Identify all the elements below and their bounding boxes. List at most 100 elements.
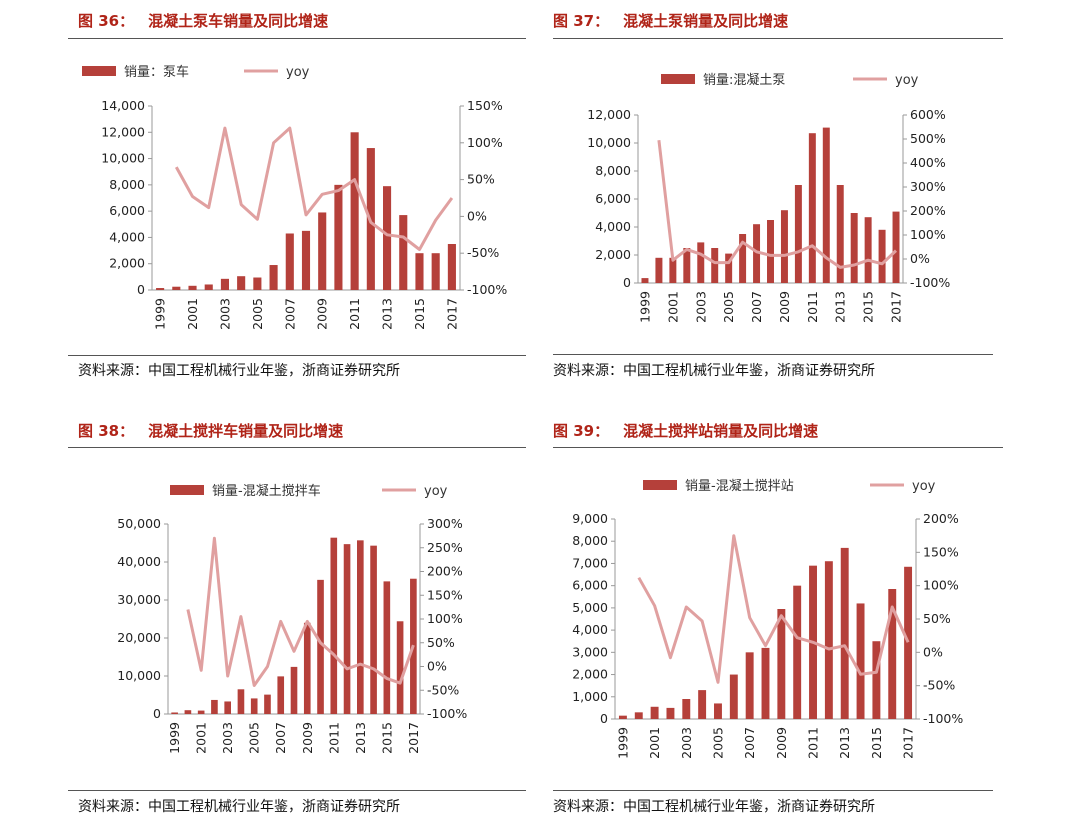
x-tick-label: 2015	[861, 291, 876, 323]
bar	[431, 253, 440, 290]
right-tick-label: -100%	[467, 282, 507, 297]
left-tick-label: 8,000	[572, 533, 608, 548]
x-tick-label: 2005	[247, 722, 262, 754]
bar	[878, 229, 886, 283]
bar	[396, 621, 404, 714]
bar	[698, 690, 707, 719]
x-tick-label: 2017	[406, 722, 421, 754]
bar	[290, 666, 298, 714]
figure-number: 图 37：	[553, 12, 610, 30]
source-note: 资料来源：中国工程机械行业年鉴，浙商证券研究所	[78, 363, 400, 379]
left-tick-label: 6,000	[109, 203, 145, 218]
bar	[745, 652, 754, 719]
bar	[682, 699, 691, 719]
x-tick-label: 2015	[412, 298, 427, 330]
x-tick-label: 2013	[380, 298, 395, 330]
bar	[269, 265, 278, 290]
x-tick-label: 2001	[647, 727, 662, 759]
right-tick-label: 50%	[427, 635, 455, 650]
x-tick-label: 2013	[353, 722, 368, 754]
bar	[237, 689, 245, 714]
right-tick-label: 0%	[923, 644, 943, 659]
yoy-line	[637, 534, 910, 684]
left-tick-label: 30,000	[117, 592, 161, 607]
right-tick-label: 100%	[910, 227, 946, 242]
x-tick-label: 2009	[774, 727, 789, 759]
bar	[711, 248, 719, 283]
bar	[669, 257, 677, 283]
bar	[892, 211, 900, 283]
bar	[793, 585, 802, 719]
bar	[303, 622, 311, 714]
bar	[634, 712, 643, 719]
right-tick-label: -50%	[467, 245, 499, 260]
x-tick-label: 2001	[665, 291, 680, 323]
x-tick-label: 1999	[637, 291, 652, 323]
legend-bar-label: 销量-混凝土搅拌车	[212, 483, 321, 499]
right-tick-label: 100%	[467, 135, 503, 150]
bar	[904, 566, 913, 719]
bar	[872, 641, 881, 719]
x-tick-label: 2001	[194, 722, 209, 754]
left-tick-label: 5,000	[572, 600, 608, 615]
bar	[650, 706, 659, 719]
right-tick-label: 150%	[427, 587, 463, 602]
chart-fig36: 销量：泵车 yoy 0 2,000 4,000 6,000 8,000 10,000 12,00…	[82, 64, 507, 330]
bar	[330, 537, 338, 714]
x-tick-label: 1999	[167, 722, 182, 754]
yoy-line	[186, 536, 415, 687]
right-tick-label: 500%	[910, 131, 946, 146]
yoy-line	[174, 126, 454, 251]
left-tick-label: 2,000	[595, 247, 631, 262]
bar	[156, 288, 165, 290]
right-tick-label: 50%	[467, 172, 495, 187]
left-tick-label: 8,000	[109, 177, 145, 192]
left-tick-label: 6,000	[572, 578, 608, 593]
bar	[739, 234, 747, 283]
left-tick-label: 40,000	[117, 554, 161, 569]
left-tick-label: 8,000	[595, 163, 631, 178]
source-note: 资料来源：中国工程机械行业年鉴，浙商证券研究所	[78, 799, 400, 815]
right-tick-label: 0%	[910, 251, 930, 266]
bar	[301, 230, 311, 290]
bar	[888, 589, 897, 719]
bar	[350, 132, 359, 290]
x-tick-label: 2017	[889, 291, 904, 323]
left-tick-label: 0	[600, 711, 608, 726]
bar	[641, 278, 649, 283]
right-tick-label: 250%	[427, 540, 463, 555]
right-tick-label: -100%	[910, 275, 950, 290]
left-tick-label: 14,000	[101, 98, 145, 113]
figure-title: 图 39： 混凝土搅拌站销量及同比增速	[553, 420, 818, 441]
x-tick-label: 2015	[379, 722, 394, 754]
x-tick-label: 2015	[869, 727, 884, 759]
bar	[714, 703, 722, 719]
legend-bar-label: 销量:混凝土泵	[703, 72, 785, 88]
yoy-line	[657, 140, 898, 269]
right-tick-label: 100%	[923, 578, 959, 593]
left-tick-label: 4,000	[572, 622, 608, 637]
legend-bar-label: 销量-混凝土搅拌站	[685, 478, 794, 494]
bar	[725, 253, 733, 283]
left-tick-label: 0	[623, 275, 631, 290]
x-tick-label: 2007	[742, 727, 757, 759]
bar	[264, 694, 271, 714]
bar	[666, 707, 675, 719]
figure-title: 图 36： 混凝土泵车销量及同比增速	[78, 10, 328, 31]
left-tick-label: 4,000	[595, 219, 631, 234]
divider	[68, 38, 526, 39]
bar	[211, 699, 218, 714]
bar	[317, 579, 324, 714]
bar	[683, 248, 691, 283]
legend-line-label: yoy	[895, 73, 919, 88]
divider	[68, 790, 526, 791]
x-tick-label: 2005	[250, 298, 265, 330]
x-tick-label: 2009	[777, 291, 792, 323]
bar	[447, 244, 456, 290]
bar	[840, 547, 849, 719]
x-tick-label: 2013	[837, 727, 852, 759]
bar	[780, 210, 788, 283]
left-tick-label: 7,000	[572, 555, 608, 570]
right-tick-label: 50%	[923, 611, 951, 626]
x-tick-label: 2001	[185, 298, 200, 330]
